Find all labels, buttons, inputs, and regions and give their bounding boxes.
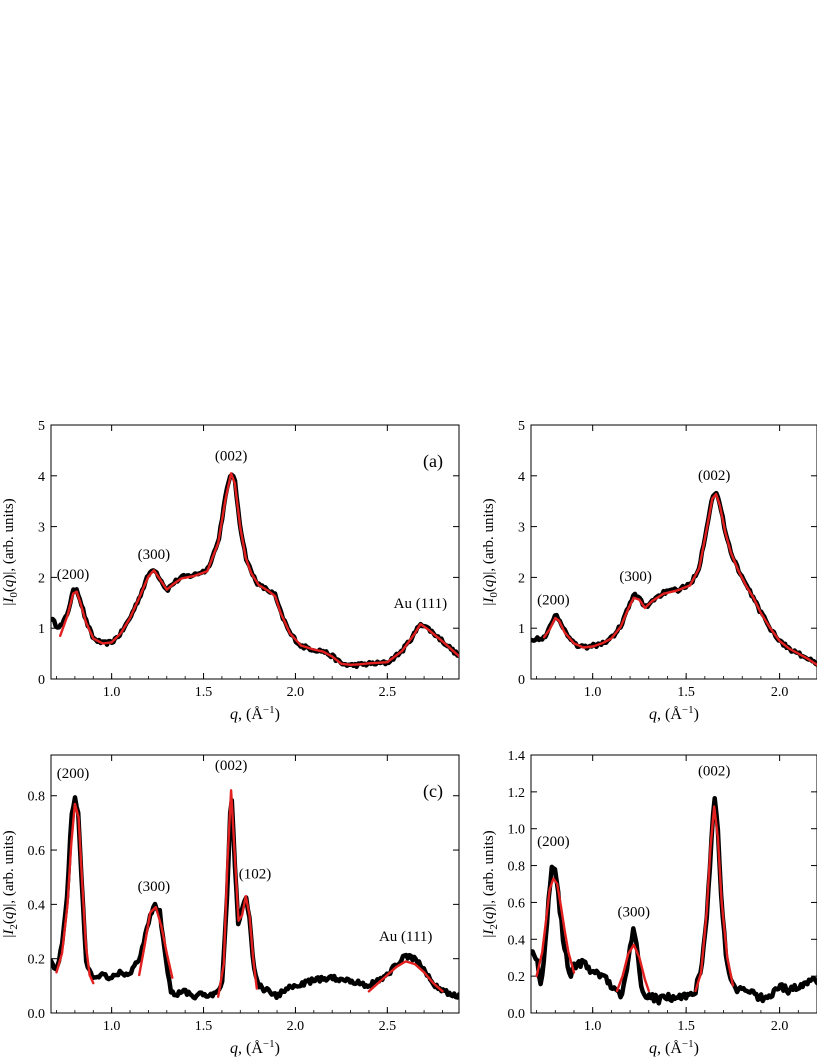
y-tick-label: 1.4 (508, 749, 526, 764)
plot-frame (50, 424, 460, 680)
y-tick-label: 1.2 (508, 786, 526, 801)
plot-area (51, 789, 459, 1001)
x-tick-label: 2.0 (771, 685, 789, 700)
y-tick-label: 0.2 (28, 953, 46, 968)
chart-panel-b: 1.0 1.5 2.0 0 1 2 3 4 5 (200) (300) (002) q, (Å−1) |I… (481, 419, 817, 723)
y-axis-label: |I0(q)|, (arb. units) (1, 498, 20, 605)
peak-annotation: (300) (618, 904, 651, 920)
x-axis-label: q, (Å−1) (230, 1038, 280, 1057)
fit-series-line (367, 960, 444, 993)
data-series-line (51, 472, 459, 670)
fit-series-line (137, 905, 174, 979)
peak-annotation: (200) (57, 766, 90, 782)
peak-annotation: (300) (138, 547, 171, 563)
plot-frame (530, 754, 817, 1014)
x-tick-label: 1.5 (195, 1019, 213, 1034)
chart-panel-a: 1.0 1.5 2.0 2.5 0 1 2 3 4 5 (200) (300) (002) Au (111… (1, 419, 460, 723)
x-tick-label: 1.0 (103, 685, 121, 700)
y-tick-label: 0.4 (508, 933, 526, 948)
plot-area (531, 796, 817, 1006)
y-tick-label: 0.0 (508, 1007, 526, 1022)
x-tick-label: 2.5 (379, 685, 397, 700)
y-tick-label: 0.8 (28, 790, 46, 805)
x-axis-label: q, (Å−1) (230, 704, 280, 723)
y-tick-label: 0 (38, 673, 45, 688)
plot-frame (50, 754, 460, 1014)
peak-annotation: (002) (698, 763, 731, 779)
x-axis-label: q, (Å−1) (649, 1038, 699, 1057)
panel-label: (c) (423, 781, 443, 802)
peak-annotation: (002) (215, 449, 248, 465)
y-tick-label: 3 (518, 521, 525, 536)
x-tick-label: 1.0 (584, 1019, 602, 1034)
data-series-line (531, 796, 817, 1006)
y-tick-label: 1.0 (508, 823, 526, 838)
y-tick-label: 1 (518, 622, 525, 637)
peak-annotation: Au (111) (394, 596, 447, 612)
fit-series-line (542, 492, 817, 666)
y-axis-label: |I2(q)|, (arb. units) (1, 830, 20, 937)
peak-annotation: (200) (57, 567, 90, 583)
data-series-line (531, 490, 817, 667)
fit-series-line (55, 802, 95, 985)
y-tick-label: 5 (38, 419, 45, 434)
peak-annotation: (102) (239, 867, 272, 883)
peak-annotation: (300) (619, 569, 652, 585)
x-tick-label: 1.5 (677, 685, 695, 700)
x-tick-label: 1.0 (103, 1019, 121, 1034)
fit-series-line (535, 877, 576, 978)
y-tick-label: 4 (518, 470, 525, 485)
y-tick-label: 1 (38, 622, 45, 637)
y-tick-label: 0.2 (508, 970, 526, 985)
fit-series-line (694, 805, 735, 993)
fit-series-line (59, 472, 459, 666)
x-tick-label: 1.5 (677, 1019, 695, 1034)
x-tick-label: 2.0 (287, 685, 305, 700)
y-tick-label: 2 (518, 571, 525, 586)
x-tick-label: 2.0 (287, 1019, 305, 1034)
peak-annotation: (200) (537, 834, 570, 850)
x-axis-label: q, (Å−1) (649, 704, 699, 723)
plot-area (51, 472, 459, 670)
peak-annotation: (200) (537, 592, 570, 608)
peak-annotation: Au (111) (379, 929, 432, 945)
x-tick-label: 1.0 (584, 685, 602, 700)
x-tick-label: 2.0 (771, 1019, 789, 1034)
plot-area (531, 490, 817, 667)
y-tick-label: 4 (38, 470, 45, 485)
chart-panel-c: 1.0 1.5 2.0 2.5 0.0 0.2 0.4 0.6 0.8 (200) (300) (00… (1, 754, 460, 1057)
x-tick-label: 1.5 (195, 685, 213, 700)
y-tick-label: 0.6 (28, 844, 46, 859)
y-tick-label: 0 (518, 673, 525, 688)
fit-series-line (216, 789, 258, 998)
y-axis-label: |I0(q)|, (arb. units) (481, 498, 500, 605)
y-tick-label: 3 (38, 521, 45, 536)
y-tick-label: 0.8 (508, 860, 526, 875)
y-tick-label: 5 (518, 419, 525, 434)
y-axis-label: |I2(q)|, (arb. units) (481, 830, 500, 937)
y-tick-label: 0.6 (508, 896, 526, 911)
chart-panel-d: 1.0 1.5 2.0 0.0 0.2 0.4 0.6 0.8 1.0 1.2 1.4 (200) (3… (481, 749, 817, 1057)
peak-annotation: (002) (215, 758, 248, 774)
plot-frame (530, 424, 817, 680)
y-tick-label: 0.4 (28, 898, 46, 913)
peak-annotation: (002) (698, 468, 731, 484)
fit-series-line (615, 943, 650, 993)
peak-annotation: (300) (138, 879, 171, 895)
panel-label: (a) (423, 451, 443, 472)
y-tick-label: 0.0 (28, 1007, 46, 1022)
y-tick-label: 2 (38, 571, 45, 586)
x-tick-label: 2.5 (379, 1019, 397, 1034)
